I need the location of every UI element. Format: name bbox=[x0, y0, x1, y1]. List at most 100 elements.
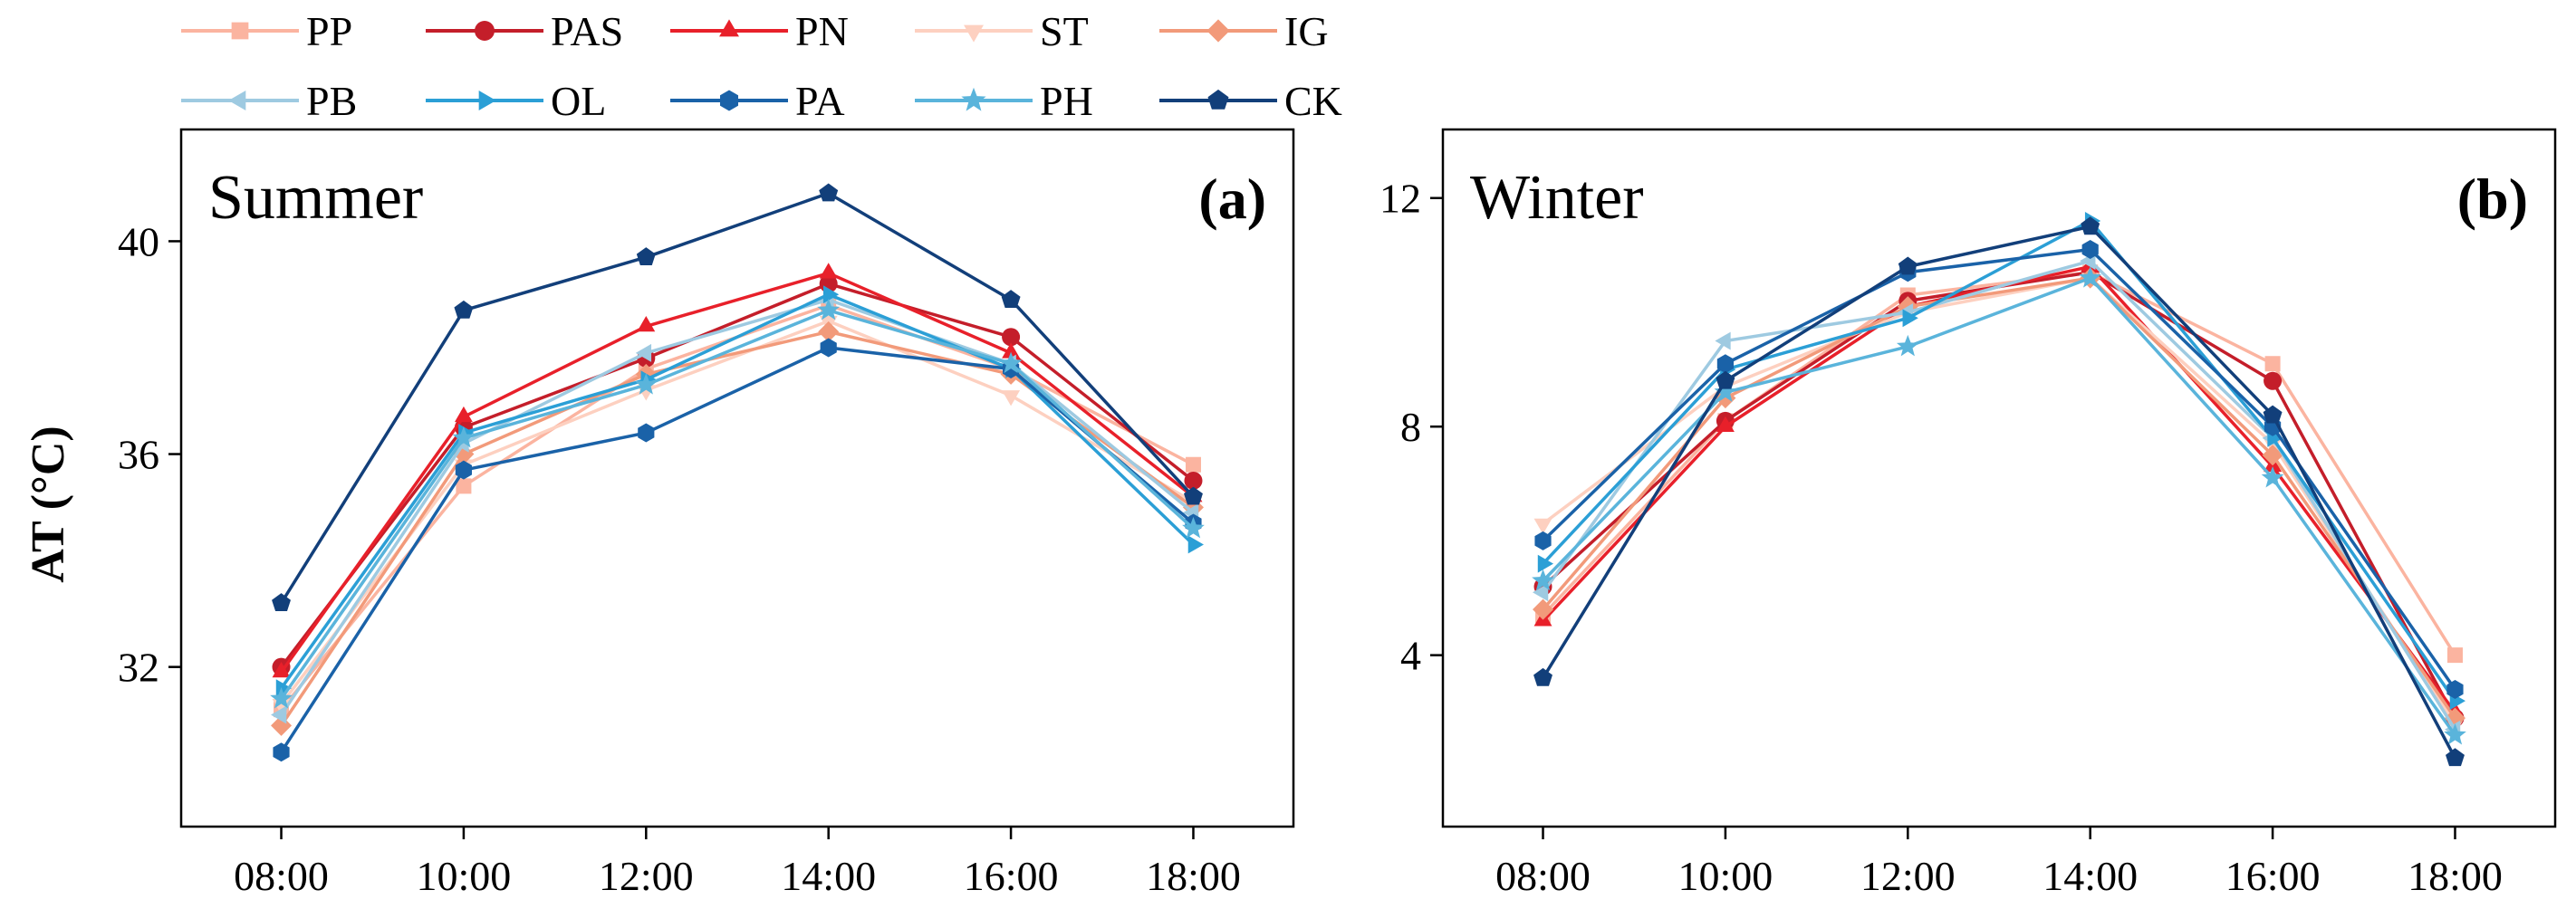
data-point bbox=[1898, 256, 1918, 275]
data-point bbox=[1715, 331, 1731, 350]
x-tick-label: 16:00 bbox=[2225, 853, 2321, 899]
legend-label: IG bbox=[1284, 8, 1329, 54]
legend-marker bbox=[1207, 89, 1229, 110]
data-point bbox=[272, 593, 291, 612]
legend-entry-pb: PB bbox=[181, 78, 357, 124]
data-point bbox=[636, 247, 656, 265]
legend-entry-pn: PN bbox=[670, 8, 849, 54]
x-tick-label: 10:00 bbox=[417, 853, 512, 899]
y-tick-label: 12 bbox=[1379, 176, 1421, 222]
x-tick-label: 18:00 bbox=[2408, 853, 2503, 899]
data-point bbox=[1184, 486, 1203, 505]
data-point bbox=[1532, 569, 1554, 591]
series-line bbox=[1542, 259, 2456, 731]
panel-title: Winter bbox=[1470, 163, 1644, 233]
series-line bbox=[1542, 276, 2456, 725]
data-point bbox=[637, 315, 656, 332]
legend-marker bbox=[231, 22, 249, 40]
panel-letter: (a) bbox=[1198, 167, 1266, 231]
data-point bbox=[271, 705, 287, 724]
data-point bbox=[1182, 516, 1205, 539]
data-point bbox=[2446, 680, 2464, 700]
panel-letter: (b) bbox=[2457, 167, 2528, 231]
data-point bbox=[1716, 370, 1735, 389]
series-pas bbox=[1533, 263, 2465, 728]
legend-label: PAS bbox=[551, 8, 623, 54]
series-line bbox=[1542, 271, 2456, 656]
series-pn bbox=[1533, 255, 2465, 718]
x-tick-label: 10:00 bbox=[1678, 853, 1773, 899]
legend-label: PB bbox=[306, 78, 357, 124]
series-line bbox=[280, 319, 1195, 705]
data-point bbox=[2081, 216, 2100, 235]
data-point bbox=[820, 338, 837, 358]
series-ig bbox=[1533, 267, 2465, 729]
x-tick-label: 18:00 bbox=[1146, 853, 1241, 899]
series-line bbox=[1542, 271, 2457, 719]
series-pa bbox=[273, 338, 1202, 762]
data-point bbox=[2264, 356, 2281, 372]
legend-label: ST bbox=[1040, 8, 1089, 54]
data-point bbox=[1187, 535, 1204, 554]
data-point bbox=[452, 426, 476, 448]
x-tick-label: 16:00 bbox=[964, 853, 1059, 899]
data-point bbox=[1902, 309, 1918, 328]
series-ig bbox=[271, 321, 1204, 736]
data-point bbox=[1534, 531, 1552, 550]
series-line bbox=[280, 271, 1195, 674]
y-tick-label: 32 bbox=[118, 645, 159, 691]
series-line bbox=[280, 292, 1195, 690]
data-point bbox=[2446, 748, 2465, 767]
data-point bbox=[819, 183, 839, 202]
legend-entry-ck: CK bbox=[1159, 78, 1342, 124]
x-tick-label: 08:00 bbox=[1495, 853, 1591, 899]
legend-label: CK bbox=[1284, 78, 1342, 124]
data-point bbox=[1002, 342, 1021, 359]
legend-entry-ol: OL bbox=[426, 78, 606, 124]
legend-entry-pas: PAS bbox=[426, 8, 623, 54]
legend-entry-st: ST bbox=[915, 8, 1089, 54]
y-axis-label: AT (°C) bbox=[23, 426, 74, 582]
x-tick-label: 14:00 bbox=[2043, 853, 2138, 899]
data-point bbox=[1533, 518, 1552, 534]
series-line bbox=[280, 282, 1195, 668]
data-point bbox=[817, 298, 841, 321]
data-point bbox=[1001, 290, 1021, 308]
series-pas bbox=[272, 274, 1203, 676]
data-point bbox=[999, 351, 1023, 374]
data-point bbox=[1714, 380, 1737, 402]
data-point bbox=[635, 343, 652, 362]
data-point bbox=[634, 373, 658, 395]
legend-label: OL bbox=[551, 78, 606, 124]
series-pn bbox=[272, 263, 1203, 678]
series-line bbox=[280, 298, 1195, 716]
x-tick-label: 12:00 bbox=[599, 853, 694, 899]
data-point bbox=[1716, 416, 1735, 432]
legend: PP PAS PN ST IG PB OL PA PH CK bbox=[181, 8, 1342, 124]
y-tick-label: 36 bbox=[118, 432, 159, 478]
plot-frame bbox=[1441, 128, 2557, 828]
panel-summer: 32 36 40 08:00 10:00 12:00 14:00 16:00 18:00 Summ… bbox=[118, 128, 1295, 899]
series-st bbox=[272, 315, 1203, 715]
legend-entry-pp: PP bbox=[181, 8, 352, 54]
legend-marker bbox=[964, 24, 984, 43]
panel-winter: 4 8 12 08:00 10:00 12:00 14:00 16:00 18:00 Winter… bbox=[1379, 128, 2557, 899]
series-line bbox=[1542, 219, 2456, 703]
data-point bbox=[1533, 598, 1554, 620]
legend-label: PA bbox=[795, 78, 845, 124]
series-line bbox=[280, 309, 1195, 700]
data-point bbox=[454, 300, 474, 319]
plot-frame bbox=[179, 128, 1295, 828]
x-tick-label: 08:00 bbox=[234, 853, 329, 899]
legend-marker bbox=[719, 19, 739, 37]
legend-label: PN bbox=[795, 8, 849, 54]
legend-marker bbox=[228, 91, 246, 110]
legend-label: PP bbox=[306, 8, 352, 54]
series-pp bbox=[274, 297, 1201, 718]
y-tick-label: 4 bbox=[1400, 633, 1421, 679]
data-point bbox=[2079, 266, 2102, 288]
legend-marker bbox=[1206, 19, 1230, 43]
data-point bbox=[2263, 405, 2283, 424]
data-point bbox=[456, 478, 472, 494]
